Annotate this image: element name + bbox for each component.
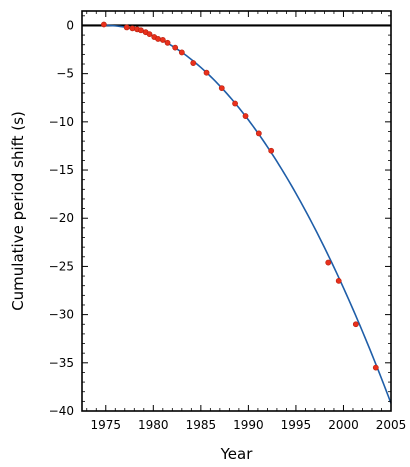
data-point bbox=[352, 321, 359, 328]
data-point bbox=[155, 36, 161, 42]
data-point bbox=[268, 147, 275, 154]
data-point bbox=[100, 21, 107, 28]
data-point bbox=[138, 27, 144, 34]
y-tick-label: −25 bbox=[49, 259, 74, 273]
plot-frame-group bbox=[81, 10, 392, 412]
data-point bbox=[335, 277, 342, 284]
y-tick-label: −40 bbox=[49, 404, 74, 418]
data-point bbox=[372, 364, 379, 371]
data-point bbox=[159, 37, 166, 43]
y-tick-label: −5 bbox=[56, 67, 74, 81]
data-point bbox=[255, 130, 262, 137]
y-tick-label: 0 bbox=[66, 18, 74, 32]
data-point bbox=[218, 85, 225, 92]
x-tick-label: 1990 bbox=[233, 418, 264, 432]
x-tick-label: 1995 bbox=[281, 418, 312, 432]
y-tick-label: −20 bbox=[49, 211, 74, 225]
x-tick-label: 1985 bbox=[186, 418, 217, 432]
y-tick-label: −10 bbox=[49, 115, 74, 129]
data-point bbox=[232, 100, 238, 107]
x-tick-label: 1975 bbox=[90, 418, 121, 432]
y-tick-label: −35 bbox=[49, 356, 74, 370]
y-tick-label: −30 bbox=[49, 308, 74, 322]
x-tick-label: 1980 bbox=[138, 418, 169, 432]
x-axis-label: Year bbox=[220, 445, 254, 463]
data-point bbox=[325, 259, 332, 266]
data-point bbox=[123, 24, 130, 31]
data-point bbox=[242, 113, 249, 119]
x-tick-label: 2000 bbox=[328, 418, 359, 432]
data-point bbox=[178, 49, 185, 56]
data-point bbox=[203, 69, 210, 76]
data-point bbox=[172, 44, 179, 51]
y-tick-label: −15 bbox=[49, 163, 74, 177]
data-points-group bbox=[100, 21, 379, 371]
data-point bbox=[129, 25, 136, 32]
data-point bbox=[146, 31, 153, 38]
data-point bbox=[164, 39, 171, 46]
y-axis-label: Cumulative period shift (s) bbox=[9, 111, 27, 311]
plot-frame bbox=[81, 10, 392, 412]
data-point bbox=[190, 60, 197, 66]
x-tick-label: 2005 bbox=[376, 418, 407, 432]
